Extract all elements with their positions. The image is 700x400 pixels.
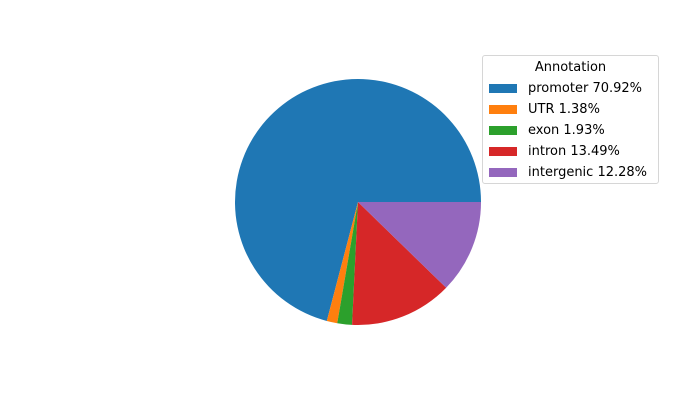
legend: Annotation promoter 70.92% UTR 1.38% exon … [482, 55, 659, 184]
legend-swatch [489, 167, 517, 177]
legend-item-promoter: promoter 70.92% [489, 80, 642, 96]
legend-item-intergenic: intergenic 12.28% [489, 164, 647, 180]
legend-item-intron: intron 13.49% [489, 143, 620, 159]
legend-swatch [489, 146, 517, 156]
pie-slice-promoter [234, 78, 481, 321]
legend-item-utr: UTR 1.38% [489, 101, 600, 117]
legend-label: intron 13.49% [528, 143, 620, 159]
legend-label: exon 1.93% [528, 122, 605, 138]
legend-label: UTR 1.38% [528, 101, 600, 117]
pie-slice-intron [352, 202, 447, 325]
legend-title: Annotation [534, 60, 607, 75]
legend-item-exon: exon 1.93% [489, 122, 605, 138]
pie-slice-exon [337, 202, 358, 325]
legend-swatch [489, 104, 517, 114]
pie-slice-utr [326, 202, 358, 324]
legend-label: intergenic 12.28% [528, 164, 648, 180]
pie-slice-intergenic [358, 202, 481, 288]
legend-label: promoter 70.92% [528, 80, 643, 96]
legend-swatch [489, 83, 517, 93]
legend-swatch [489, 125, 517, 135]
